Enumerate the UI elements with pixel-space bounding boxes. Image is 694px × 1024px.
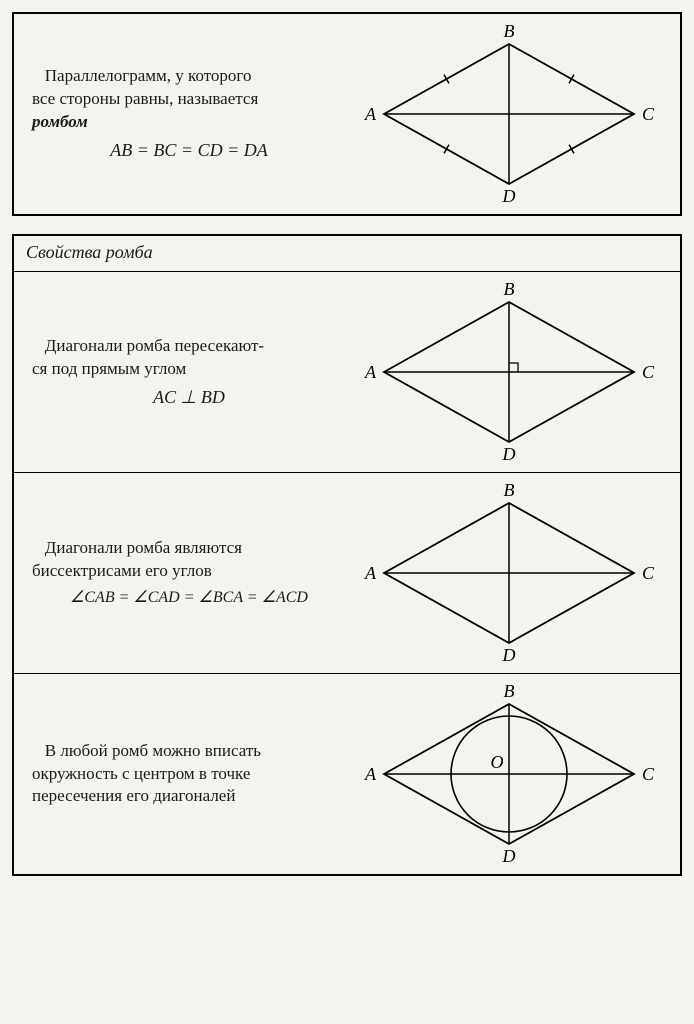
prop1-lines: Диагонали ромба пересекают- ся под прямы… (32, 335, 346, 381)
definition-line: Параллелограмм, у которого все стороны р… (32, 65, 346, 134)
svg-text:D: D (502, 645, 516, 663)
svg-text:C: C (642, 104, 655, 124)
prop2-lines: Диагонали ромба являются биссектрисами е… (32, 537, 346, 583)
svg-text:A: A (364, 563, 377, 583)
def-line-1: Параллелограмм, у которого (45, 66, 252, 85)
property-row-3: В любой ромб можно вписать окружность с … (14, 674, 680, 874)
svg-text:B: B (504, 483, 515, 500)
svg-text:C: C (642, 362, 655, 382)
svg-text:D: D (502, 186, 516, 204)
svg-text:A: A (364, 104, 377, 124)
prop3-lines: В любой ромб можно вписать окружность с … (32, 740, 346, 809)
svg-text:D: D (502, 444, 516, 462)
property-row-2: Диагонали ромба являются биссектрисами е… (14, 473, 680, 674)
prop1-figure: A B C D (352, 282, 666, 462)
svg-text:B: B (504, 24, 515, 41)
def-equation: AB = BC = CD = DA (32, 138, 346, 162)
section-title-text: Свойства ромба (26, 242, 153, 262)
p1-equation: AC ⊥ BD (32, 385, 346, 409)
p2-line-2: биссектрисами его углов (32, 561, 212, 580)
prop2-figure: A B C D (352, 483, 666, 663)
svg-text:A: A (364, 362, 377, 382)
def-term: ромбом (32, 112, 88, 131)
svg-text:C: C (642, 764, 655, 784)
rhombus-definition-svg: A B C D (359, 24, 659, 204)
svg-text:D: D (502, 846, 516, 864)
p3-line-2: окружность с центром в точке (32, 764, 250, 783)
prop3-figure: A B C D O (352, 684, 666, 864)
properties-card: Свойства ромба Диагонали ромба пересекаю… (12, 234, 682, 876)
p2-equation: ∠CAB = ∠CAD = ∠BCA = ∠ACD (32, 587, 346, 609)
svg-text:A: A (364, 764, 377, 784)
definition-row: Параллелограмм, у которого все стороны р… (14, 14, 680, 214)
rhombus-perpendicular-svg: A B C D (359, 282, 659, 462)
definition-text: Параллелограмм, у которого все стороны р… (32, 65, 352, 162)
def-line-2: все стороны равны, называется (32, 89, 258, 108)
rhombus-incircle-svg: A B C D O (359, 684, 659, 864)
prop3-text: В любой ромб можно вписать окружность с … (32, 740, 352, 809)
rhombus-bisector-svg: A B C D (359, 483, 659, 663)
p3-line-3: пересечения его диагоналей (32, 786, 235, 805)
property-row-1: Диагонали ромба пересекают- ся под прямы… (14, 272, 680, 473)
prop1-text: Диагонали ромба пересекают- ся под прямы… (32, 335, 352, 409)
svg-text:B: B (504, 282, 515, 299)
svg-text:B: B (504, 684, 515, 701)
definition-card: Параллелограмм, у которого все стороны р… (12, 12, 682, 216)
section-title: Свойства ромба (14, 236, 680, 272)
p1-line-1: Диагонали ромба пересекают- (45, 336, 264, 355)
prop2-text: Диагонали ромба являются биссектрисами е… (32, 537, 352, 608)
p1-line-2: ся под прямым углом (32, 359, 186, 378)
svg-text:C: C (642, 563, 655, 583)
definition-figure: A B C D (352, 24, 666, 204)
p3-line-1: В любой ромб можно вписать (45, 741, 261, 760)
svg-text:O: O (491, 752, 504, 772)
p2-line-1: Диагонали ромба являются (45, 538, 242, 557)
